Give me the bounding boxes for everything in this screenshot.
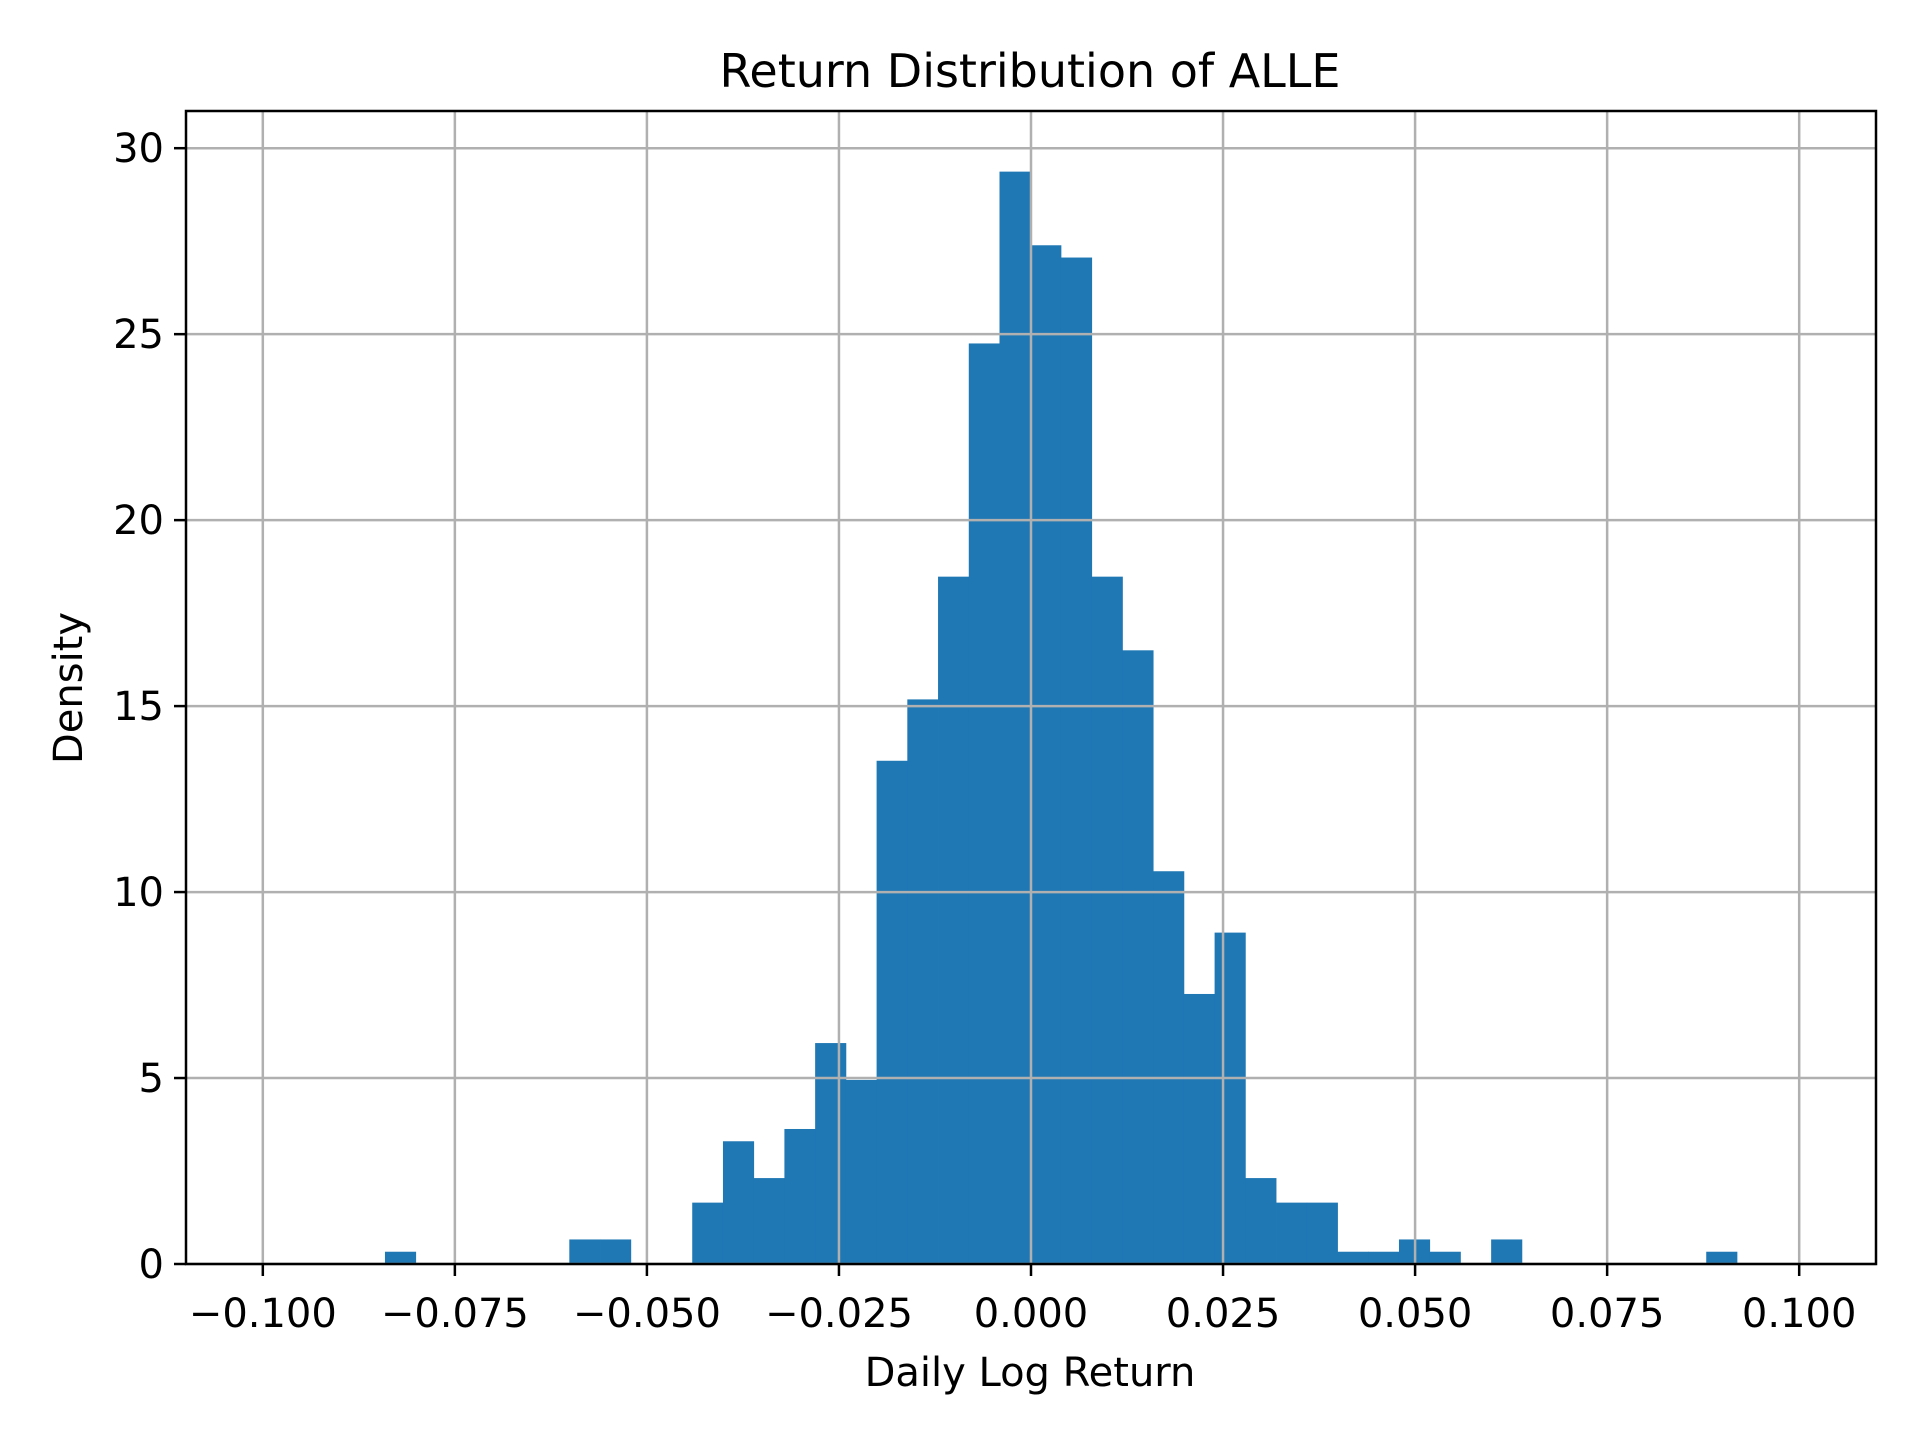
histogram-bar [1491,1239,1523,1264]
histogram-bar [1368,1251,1400,1264]
histogram-bar [1276,1202,1308,1264]
histogram-bar [968,343,1000,1265]
y-tick-label: 30 [113,126,164,172]
y-tick-label: 15 [113,684,164,730]
histogram-bar [1706,1251,1738,1264]
histogram-bar [1214,932,1246,1264]
histogram-bar [722,1141,755,1264]
histogram-bar [1153,871,1185,1264]
histogram-bar [1030,245,1062,1264]
histogram-bar [999,171,1031,1264]
histogram-bars [384,171,1738,1265]
histogram-bar [1122,650,1154,1264]
y-axis: 0 5 10 15 20 25 30 [113,126,186,1288]
x-tick-label: 0.050 [1358,1291,1473,1337]
x-tick-label: 0.025 [1166,1291,1281,1337]
histogram-bar [692,1202,724,1264]
histogram-bar [876,760,908,1264]
histogram-bar [753,1178,785,1264]
x-tick-label: −0.075 [381,1291,529,1337]
histogram-bar [1183,993,1215,1264]
x-tick-label: −0.050 [573,1291,721,1337]
histogram-bar [1306,1202,1338,1264]
x-tick-label: 0.000 [974,1291,1089,1337]
x-tick-label: 0.100 [1742,1291,1857,1337]
histogram-bar [784,1128,816,1264]
histogram-bar [1091,576,1123,1264]
histogram-bar [600,1239,632,1264]
histogram-bar [938,576,970,1264]
x-axis: −0.100 −0.075 −0.050 −0.025 0.000 0.025 0.050 0… [189,1264,1857,1337]
histogram-bar [815,1043,847,1264]
histogram-bar [1245,1178,1277,1264]
y-tick-label: 20 [113,498,164,544]
histogram-bar [845,1079,877,1264]
histogram-bar [1429,1251,1461,1264]
x-tick-label: −0.025 [765,1291,913,1337]
chart-title: Return Distribution of ALLE [720,44,1341,98]
grid-lines [186,111,1876,1266]
y-tick-label: 10 [113,870,164,916]
y-tick-label: 25 [113,312,164,358]
histogram-bar [1060,257,1093,1264]
y-axis-label: Density [46,612,92,764]
y-tick-label: 0 [139,1242,164,1288]
x-tick-label: 0.075 [1550,1291,1665,1337]
y-tick-label: 5 [139,1056,164,1102]
x-axis-label: Daily Log Return [865,1350,1196,1396]
histogram-bar [384,1251,417,1264]
plot-area [184,109,1878,1266]
histogram-bar [907,699,939,1264]
x-tick-label: −0.100 [189,1291,337,1337]
histogram-bar [1337,1251,1369,1264]
histogram-bar [569,1239,601,1264]
